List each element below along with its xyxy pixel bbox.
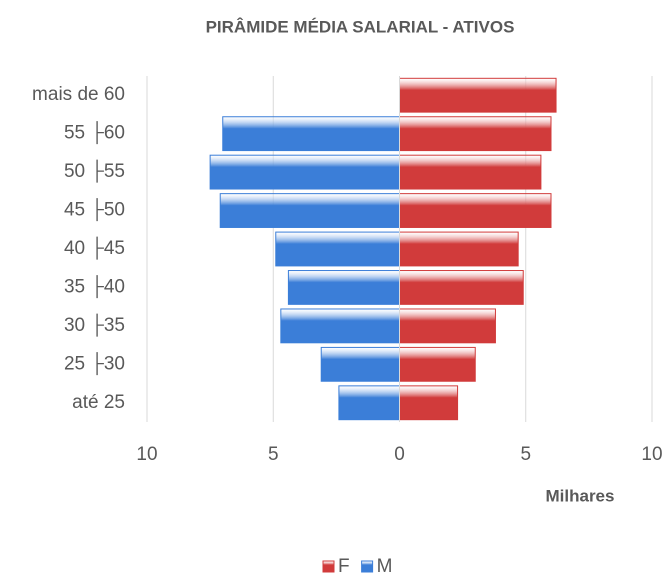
bar xyxy=(399,270,524,305)
bar xyxy=(338,385,400,421)
legend-swatch xyxy=(322,560,335,573)
bar xyxy=(399,346,476,382)
x-axis-label: Milhares xyxy=(546,486,615,505)
y-tick-label: mais de 60 xyxy=(32,84,125,105)
chart-title: PIRÂMIDE MÉDIA SALARIAL - ATIVOS xyxy=(206,17,515,36)
legend-label: F xyxy=(338,556,350,577)
y-tick-label: 35 ├40 xyxy=(64,274,125,298)
bar xyxy=(399,385,459,421)
bar xyxy=(280,308,401,344)
y-tick-label: 55 ├60 xyxy=(64,121,125,145)
bar xyxy=(209,154,400,190)
y-tick-label: até 25 xyxy=(72,392,125,413)
bar xyxy=(222,116,400,152)
bar xyxy=(399,77,557,113)
legend-swatch xyxy=(361,560,374,573)
legend-label: M xyxy=(377,556,393,577)
x-tick-label: 5 xyxy=(520,444,531,465)
bar xyxy=(219,193,400,228)
bar xyxy=(399,193,552,228)
x-tick-label: 5 xyxy=(268,444,279,465)
y-tick-label: 40 ├45 xyxy=(64,236,125,260)
bar xyxy=(287,270,400,305)
bar xyxy=(399,116,552,152)
x-tick-label: 10 xyxy=(136,444,157,465)
x-tick-label: 10 xyxy=(641,444,662,465)
bar xyxy=(399,231,519,267)
bar xyxy=(399,308,496,344)
x-tick-label: 0 xyxy=(394,444,405,465)
bar xyxy=(320,346,401,382)
bar xyxy=(399,154,542,190)
bar xyxy=(275,231,400,267)
y-tick-label: 25 ├30 xyxy=(64,351,125,375)
y-tick-label: 30 ├35 xyxy=(64,313,125,337)
y-tick-label: 45 ├50 xyxy=(64,198,125,222)
y-tick-label: 50 ├55 xyxy=(64,159,125,183)
